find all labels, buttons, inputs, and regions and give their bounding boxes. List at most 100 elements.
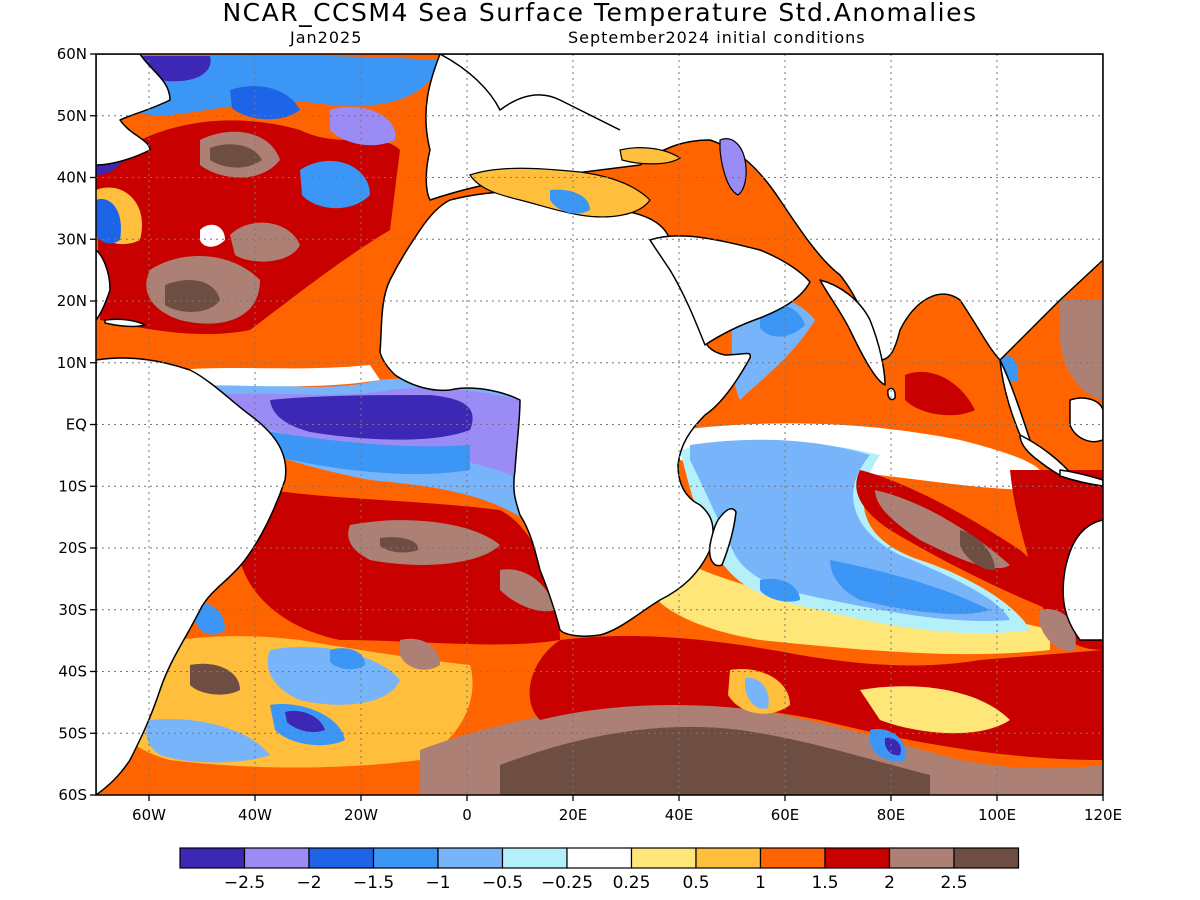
colorbar-swatch: [372, 847, 439, 869]
axis-ticks: 60N 50N 40N 30N 20N 10N EQ 10S 20S 30S 40S 50S 60S 60…: [57, 45, 1122, 824]
anomaly-patch: [885, 737, 901, 756]
anomaly-patch: [550, 189, 590, 214]
colorbar-label: −1.5: [353, 873, 394, 893]
colorbar-label: 0.25: [613, 873, 651, 893]
colorbar-label: −0.25: [541, 873, 593, 893]
lon-tick-label: 60W: [132, 806, 166, 824]
lat-tick-label: 40N: [57, 169, 87, 187]
madagascar-landmass: [708, 508, 737, 567]
anomaly-patch: [165, 280, 220, 312]
colorbar-swatch: [308, 847, 375, 869]
north-america-southeast: [96, 249, 111, 321]
colorbar-swatch: [243, 847, 310, 869]
colorbar-label: 2: [884, 873, 895, 893]
lat-tick-label: 60N: [57, 45, 87, 63]
lat-tick-label: 20S: [58, 539, 87, 557]
colorbar-label: 0.5: [682, 873, 709, 893]
anomaly-patch: [830, 560, 990, 615]
colorbar-swatch: [824, 847, 891, 869]
anomaly-patch: [400, 638, 440, 670]
colorbar-label: 2.5: [940, 873, 967, 893]
lat-tick-label: 30S: [58, 601, 87, 619]
anomaly-patch: [330, 106, 396, 146]
land-masses: [96, 54, 1103, 795]
anomaly-patch: [380, 537, 419, 553]
anomaly-patch: [230, 86, 300, 120]
anomaly-patch: [500, 569, 555, 612]
lon-tick-label: 40E: [665, 806, 694, 824]
caspian-sea: [719, 138, 747, 196]
north-america-landmass: [96, 54, 171, 166]
anomaly-patch: [180, 365, 380, 387]
lat-tick-label: EQ: [66, 416, 87, 434]
anomaly-patch: [190, 663, 240, 695]
lat-tick-label: 10S: [58, 477, 87, 495]
south-america-landmass: [96, 357, 287, 795]
chart-title: NCAR_CCSM4 Sea Surface Temperature Std.A…: [222, 0, 978, 27]
colorbar-label: −2.5: [224, 873, 265, 893]
colorbar-swatch: [630, 847, 697, 869]
anomaly-patch: [240, 490, 560, 645]
lon-tick-label: 120E: [1084, 806, 1122, 824]
lon-tick-label: 40W: [238, 806, 272, 824]
colorbar-swatch: [888, 847, 955, 869]
borneo: [1069, 397, 1103, 443]
anomaly-patch: [1060, 300, 1103, 400]
lat-tick-label: 30N: [57, 230, 87, 248]
colorbar-swatch: [566, 847, 633, 869]
anomaly-patch: [260, 430, 470, 475]
anomaly-patch: [690, 439, 1010, 621]
anomaly-patch: [348, 520, 500, 565]
anomaly-patch: [745, 677, 769, 709]
anomaly-patch: [760, 578, 800, 602]
colorbar-label: −1: [425, 873, 450, 893]
anomaly-patch: [1040, 609, 1076, 651]
colorbar-swatch: [437, 847, 504, 869]
colorbar-swatch: [759, 847, 826, 869]
anomaly-patch: [200, 224, 225, 247]
initial-conditions-label: September2024 initial conditions: [568, 28, 866, 47]
lon-tick-label: 100E: [978, 806, 1016, 824]
anomaly-patch: [960, 530, 995, 571]
india-landmass: [819, 279, 886, 386]
anomaly-patch: [96, 199, 121, 244]
java: [1059, 469, 1103, 487]
colorbar: −2.5 −2 −1.5 −1 −0.5 −0.25 0.25 0.5 1 1.5 2 2.5: [179, 847, 1020, 893]
anomaly-patch: [905, 371, 975, 416]
lon-tick-label: 80E: [877, 806, 906, 824]
anomaly-patch: [270, 395, 473, 440]
europe-coast: [439, 54, 621, 131]
colorbar-swatch: [179, 847, 246, 869]
caribbean-islands: [104, 318, 146, 328]
sri-lanka: [887, 387, 896, 401]
anomaly-patch: [285, 710, 325, 733]
anomaly-patch: [210, 144, 262, 168]
anomaly-patch: [267, 646, 400, 705]
anomaly-patch: [500, 726, 930, 795]
colorbar-swatch: [953, 847, 1020, 869]
colorbar-label: 1: [755, 873, 766, 893]
lat-tick-label: 50S: [58, 724, 87, 742]
black-sea: [619, 147, 682, 165]
anomaly-patch: [860, 686, 1010, 734]
colorbar-label: 1.5: [811, 873, 838, 893]
anomaly-patch: [146, 719, 270, 763]
lat-tick-label: 20N: [57, 292, 87, 310]
lat-tick-label: 60S: [58, 786, 87, 804]
lon-tick-label: 20E: [559, 806, 588, 824]
anomaly-patch: [230, 222, 300, 262]
colorbar-label: −2: [296, 873, 321, 893]
arabian-peninsula: [649, 235, 811, 346]
forecast-month-label: Jan2025: [290, 28, 363, 47]
anomaly-patch: [195, 603, 225, 635]
anomaly-patch: [300, 160, 370, 209]
lat-tick-label: 40S: [58, 663, 87, 681]
lon-tick-label: 60E: [771, 806, 800, 824]
anomaly-patch: [330, 648, 365, 670]
lon-tick-label: 0: [462, 806, 472, 824]
colorbar-label: −0.5: [482, 873, 523, 893]
colorbar-swatch: [695, 847, 762, 869]
lat-tick-label: 10N: [57, 354, 87, 372]
lat-tick-label: 50N: [57, 107, 87, 125]
